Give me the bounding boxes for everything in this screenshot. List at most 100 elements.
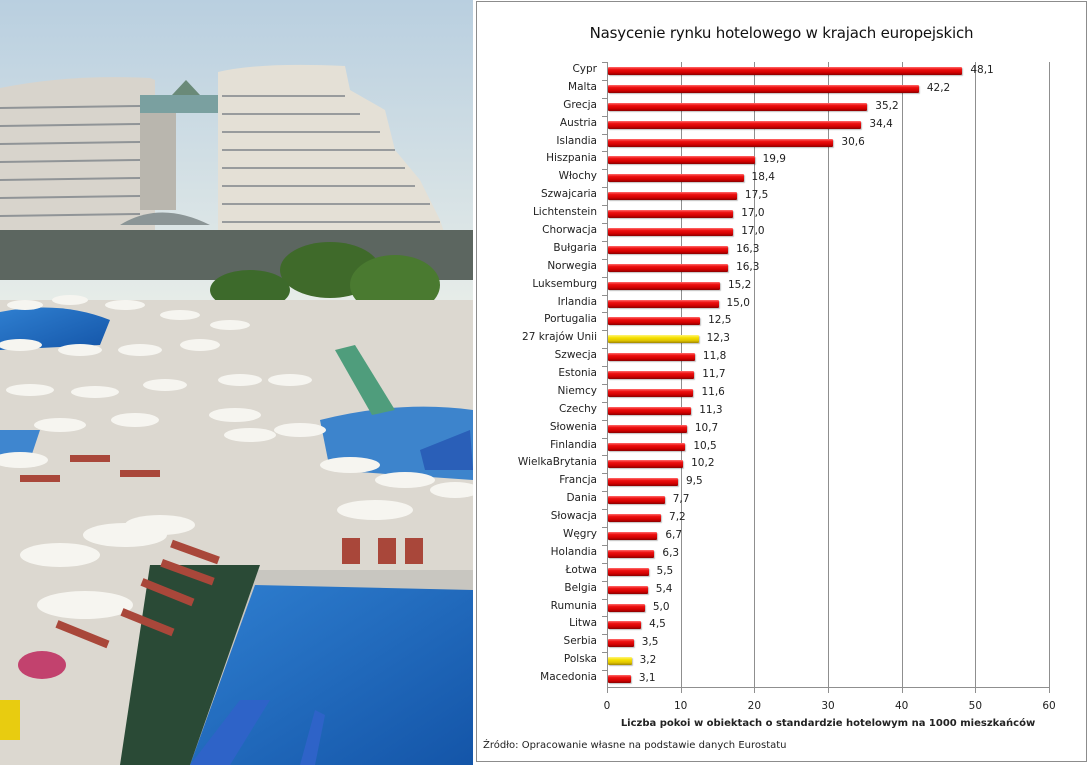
value-label: 17,0 [741,224,765,237]
bar [608,424,687,433]
chart-title: Nasycenie rynku hotelowego w krajach eur… [589,24,974,42]
highlighted-bar [608,335,699,344]
y-tick-mark [602,544,607,546]
y-axis [607,62,608,688]
category-label: Szwajcaria [541,188,597,201]
category-label: Norwegia [547,259,597,272]
category-label: 27 krajów Unii [522,331,597,344]
value-label: 6,7 [665,529,683,542]
bar-row: Czechy 11,3 [559,402,1049,420]
category-label: Grecja [563,98,597,111]
category-label: WielkaBrytania [517,456,597,469]
y-tick-mark [602,330,607,332]
bar-row: Węgry 6,7 [563,527,1049,545]
x-tick-label: 30 [821,700,835,712]
y-tick-mark [602,491,607,493]
category-label: Bułgaria [553,241,597,254]
bar-row: Holandia 6,3 [551,545,1049,563]
y-tick-mark [602,169,607,171]
value-label: 30,6 [841,135,865,148]
value-label: 48,1 [970,64,994,76]
x-tick-label: 40 [894,700,909,712]
bar-row: Niemcy 11,6 [558,384,1049,402]
bar-row: Malta 42,2 [568,80,1049,98]
y-tick-mark [602,312,607,314]
bar-row: Austria 34,4 [560,116,1049,134]
y-tick-mark [602,652,607,654]
value-label: 12,3 [706,332,730,345]
bar [608,156,755,165]
category-label: Polska [563,653,597,666]
value-label: 5,0 [652,600,670,613]
y-tick-mark [602,670,607,672]
bar [608,317,701,326]
bar-row: Irlandia 15,0 [558,295,1049,313]
bar [608,84,919,93]
value-label: 11,3 [699,403,723,416]
category-label: Litwa [569,617,597,630]
category-label: Serbia [563,635,597,648]
value-label: 17,0 [741,207,765,220]
category-label: Włochy [558,170,597,183]
bar-row: Serbia 3,5 [564,634,1049,652]
category-label: Słowenia [549,420,597,433]
bar-row: Chorwacja 17,0 [542,223,1049,241]
bar-row: Dania 7,7 [566,491,1049,509]
value-label: 5,5 [656,564,674,577]
category-label: Malta [568,80,597,93]
y-tick-mark [602,294,607,296]
x-tick-mark [607,688,608,693]
category-label: Macedonia [540,671,597,684]
plot-area: Cypr 48,1 Malta 42,2 Grecja 35,2 Austria 34,4 Is… [518,62,1050,693]
bar [608,496,665,505]
category-label: Słowacja [550,510,597,523]
gridline [975,62,977,688]
bar [608,478,678,487]
y-tick-mark [602,97,607,99]
value-label: 34,4 [869,117,893,130]
category-label: Łotwa [565,563,597,576]
bar [608,675,631,684]
y-tick-mark [602,509,607,511]
bar [608,567,649,576]
x-tick-mark [975,688,977,693]
bar-row: Rumunia 5,0 [551,599,1049,617]
value-label: 3,2 [639,654,657,667]
value-label: 42,2 [926,81,951,94]
value-label: 15,2 [727,278,752,291]
bar [608,227,734,236]
x-tick-mark [901,688,903,693]
y-tick-mark [602,240,607,242]
bar-row: Szwajcaria 17,5 [541,187,1049,205]
bar [608,406,692,415]
y-tick-mark [602,222,607,224]
value-label: 7,7 [672,493,690,506]
bar-row: Islandia 30,6 [556,134,1049,152]
x-tick-label: 20 [747,700,762,712]
x-tick-mark [828,688,829,693]
x-tick-mark [754,688,756,693]
value-label: 10,5 [693,439,717,452]
value-label: 35,2 [875,99,899,112]
x-tick-label: 10 [673,700,688,712]
bar-row: Słowacja 7,2 [551,509,1049,527]
y-tick-mark [602,62,607,63]
category-label: Estonia [558,367,597,380]
bar [608,532,658,541]
value-label: 11,6 [701,385,725,398]
bar-row: Belgia 5,4 [564,581,1049,599]
value-label: 15,0 [726,296,750,309]
bar-row: Grecja 35,2 [563,98,1049,116]
y-tick-mark [602,580,607,582]
y-tick-mark [602,616,607,618]
bar [608,371,695,380]
value-label: 19,9 [762,153,786,166]
bar [608,210,734,219]
bar-row: Bułgaria 16,3 [553,241,1049,259]
bar [608,388,694,397]
bar [608,67,963,75]
category-label: Niemcy [557,384,597,397]
y-tick-mark [602,401,607,403]
bar-row: Cypr 48,1 [572,62,1049,80]
gridline [1049,62,1050,688]
